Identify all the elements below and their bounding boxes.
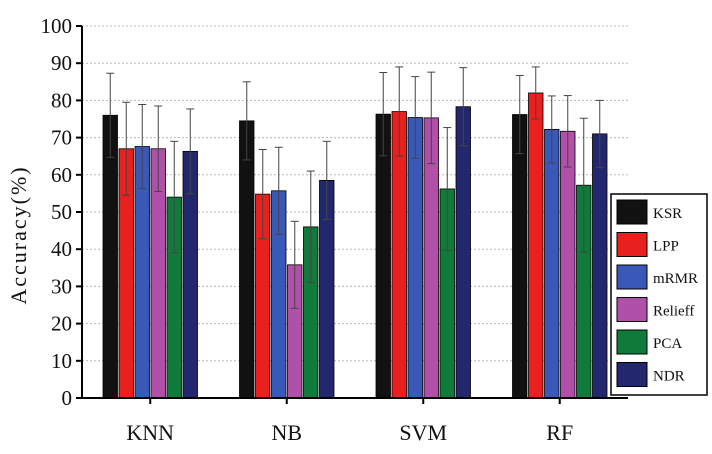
axes: 0 10 20 30 40 50 60 70 80 90 100 KNN NB SVM RF bbox=[41, 14, 628, 445]
x-tick-label: SVM bbox=[399, 420, 447, 445]
legend-label-relieff: Relieff bbox=[653, 304, 694, 320]
y-tick-label: 0 bbox=[62, 386, 73, 410]
legend-box bbox=[610, 193, 708, 396]
y-tick-label: 10 bbox=[51, 349, 72, 373]
legend: KSR LPP mRMR Relieff PCA NDR bbox=[610, 193, 708, 396]
y-tick-label: 30 bbox=[51, 274, 72, 298]
y-tick-label: 90 bbox=[51, 51, 72, 75]
x-tick-label: NB bbox=[271, 420, 302, 445]
y-tick-label: 60 bbox=[51, 163, 72, 187]
bar-relieff-rf bbox=[560, 130, 576, 399]
legend-swatch-ndr bbox=[616, 362, 648, 387]
y-axis-label: Accuracy(%) bbox=[6, 165, 31, 304]
legend-swatch-mrmr bbox=[616, 264, 648, 290]
bar-ksr-svm bbox=[375, 113, 391, 399]
bar-ndr-svm bbox=[455, 106, 471, 399]
y-tick-label: 80 bbox=[51, 88, 72, 112]
bar-ndr-rf bbox=[592, 133, 608, 399]
x-tick-label: RF bbox=[546, 420, 573, 445]
gridlines bbox=[82, 25, 628, 362]
y-tick-label: 40 bbox=[51, 237, 72, 261]
legend-label-ksr: KSR bbox=[653, 206, 682, 222]
legend-label-lpp: LPP bbox=[653, 239, 679, 255]
bar-ksr-nb bbox=[239, 120, 255, 399]
bar-ksr-rf bbox=[512, 114, 528, 399]
y-tick-label: 100 bbox=[41, 14, 73, 38]
y-tick-label: 50 bbox=[51, 200, 72, 224]
legend-swatch-ksr bbox=[616, 199, 648, 225]
legend-label-pca: PCA bbox=[653, 336, 682, 352]
legend-swatch-relieff bbox=[616, 297, 648, 322]
x-tick-label: KNN bbox=[126, 420, 174, 445]
y-tick-label: 20 bbox=[51, 312, 72, 336]
bars bbox=[102, 66, 608, 399]
bar-mrmr-svm bbox=[407, 117, 423, 399]
legend-label-mrmr: mRMR bbox=[653, 271, 698, 287]
legend-swatch-lpp bbox=[616, 232, 648, 257]
legend-swatch-pca bbox=[616, 329, 648, 355]
bar-mrmr-rf bbox=[544, 129, 560, 399]
y-tick-label: 70 bbox=[51, 126, 72, 150]
bar-lpp-rf bbox=[528, 92, 544, 399]
legend-label-ndr: NDR bbox=[653, 369, 685, 385]
